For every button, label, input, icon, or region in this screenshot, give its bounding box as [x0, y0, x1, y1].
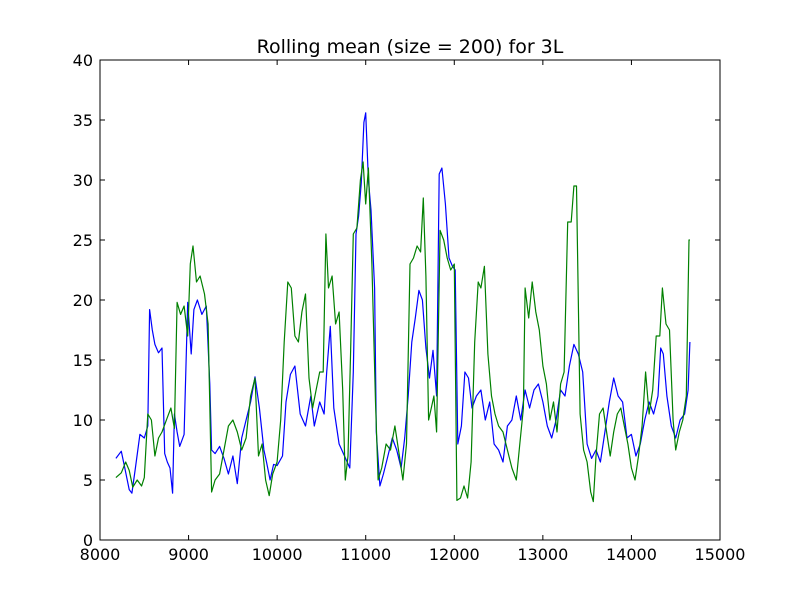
y-tick-label: 5	[83, 471, 93, 490]
series-layer	[115, 112, 691, 503]
x-tick-label: 10000	[252, 545, 303, 564]
x-tick-label: 8000	[80, 545, 121, 564]
y-tick-label: 20	[73, 291, 93, 310]
series-line-1	[115, 112, 691, 494]
y-tick-label: 40	[73, 51, 93, 70]
x-tick-label: 13000	[517, 545, 568, 564]
y-tick-label: 25	[73, 231, 93, 250]
y-tick-label: 35	[73, 111, 93, 130]
y-tick-label: 30	[73, 171, 93, 190]
x-tick-label: 12000	[429, 545, 480, 564]
y-tick-label: 0	[83, 531, 93, 550]
x-tick-label: 11000	[340, 545, 391, 564]
axes-layer: 8000 9000 10000 11000 12000 13000 14000 15000 0 5…	[73, 51, 746, 564]
x-tick-label: 15000	[695, 545, 746, 564]
y-tick-label: 10	[73, 411, 93, 430]
x-tick-label: 14000	[606, 545, 657, 564]
y-tick-label: 15	[73, 351, 93, 370]
x-tick-label: 9000	[168, 545, 209, 564]
series-line-2	[115, 161, 690, 503]
chart-title: Rolling mean (size = 200) for 3L	[257, 36, 564, 58]
